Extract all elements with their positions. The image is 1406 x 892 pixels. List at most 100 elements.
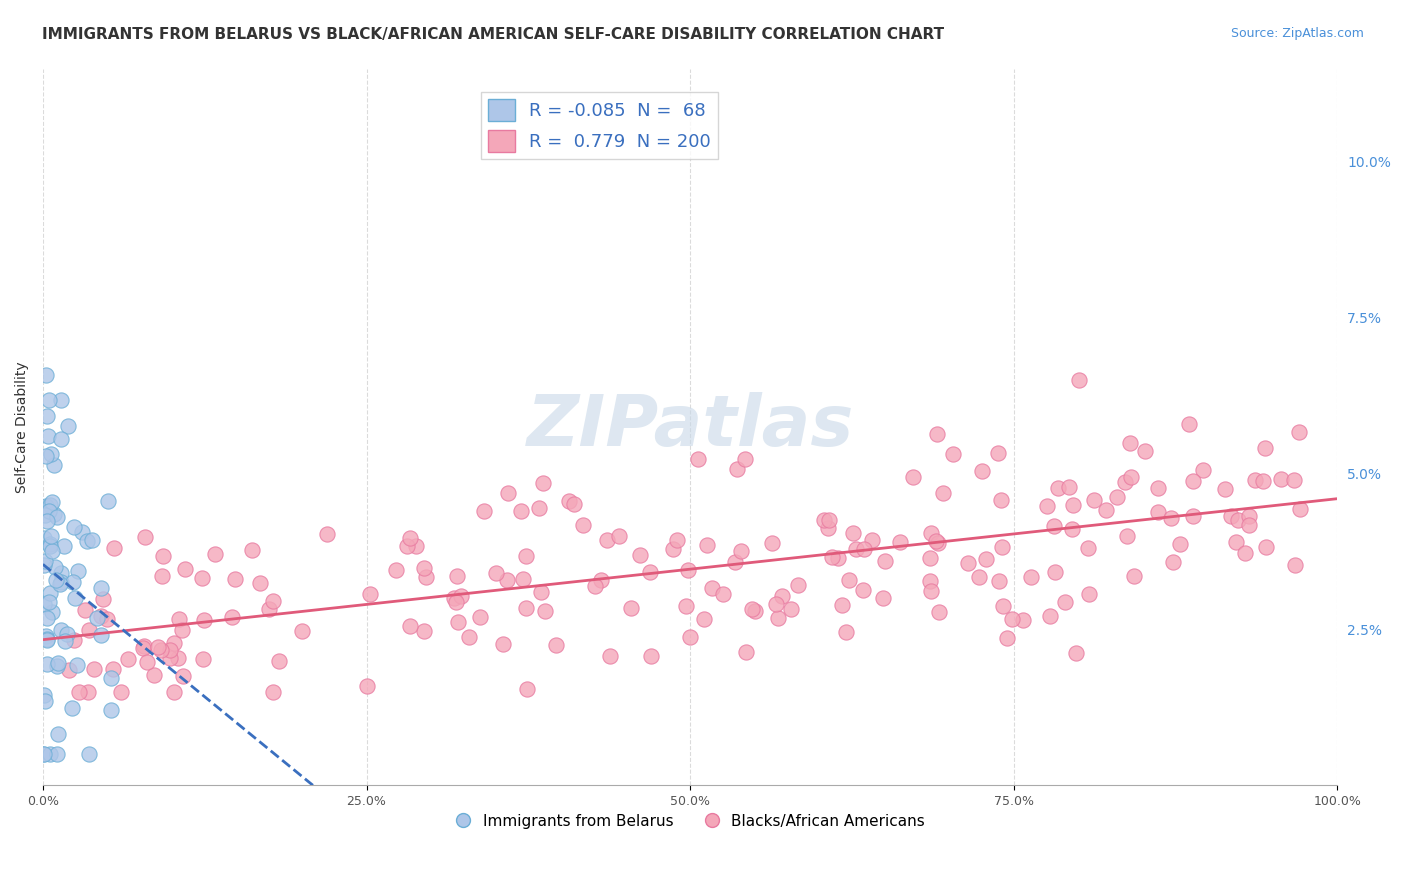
Point: [37, 514, 59, 528]
Point: [450, 589, 472, 603]
Point: [920, 584, 942, 599]
Point: [224, 572, 246, 586]
Point: [918, 574, 941, 589]
Point: [45, 747, 67, 761]
Point: [1062, 522, 1084, 536]
Point: [515, 601, 537, 615]
Point: [35, 632, 58, 647]
Point: [35, 499, 58, 513]
Point: [1133, 444, 1156, 458]
Point: [159, 651, 181, 665]
Point: [472, 504, 495, 518]
Point: [150, 643, 173, 657]
Point: [942, 447, 965, 461]
Y-axis label: Self-Care Disability: Self-Care Disability: [15, 361, 30, 492]
Point: [724, 556, 747, 570]
Point: [1282, 473, 1305, 487]
Point: [997, 631, 1019, 645]
Point: [49, 566, 72, 580]
Point: [529, 500, 551, 515]
Point: [32, 747, 55, 761]
Point: [385, 563, 408, 577]
Point: [76, 684, 98, 698]
Point: [1251, 475, 1274, 489]
Point: [1239, 518, 1261, 533]
Point: [62, 574, 84, 589]
Point: [53, 539, 76, 553]
Point: [86, 611, 108, 625]
Point: [38, 504, 60, 518]
Point: [262, 594, 284, 608]
Point: [741, 602, 763, 616]
Point: [53, 634, 76, 648]
Point: [76, 534, 98, 549]
Point: [83, 662, 105, 676]
Point: [291, 624, 314, 638]
Legend: Immigrants from Belarus, Blacks/African Americans: Immigrants from Belarus, Blacks/African …: [449, 807, 931, 835]
Point: [852, 541, 875, 556]
Point: [41, 528, 63, 542]
Point: [510, 504, 533, 518]
Point: [134, 531, 156, 545]
Point: [1178, 417, 1201, 431]
Point: [956, 556, 979, 570]
Point: [143, 667, 166, 681]
Point: [927, 535, 949, 549]
Point: [558, 494, 581, 508]
Point: [45, 574, 67, 588]
Point: [150, 569, 173, 583]
Point: [399, 619, 422, 633]
Point: [485, 566, 508, 580]
Point: [132, 641, 155, 656]
Point: [35, 611, 58, 625]
Point: [665, 533, 688, 547]
Point: [686, 451, 709, 466]
Point: [851, 582, 873, 597]
Point: [889, 534, 911, 549]
Point: [457, 630, 479, 644]
Point: [267, 654, 290, 668]
Point: [90, 628, 112, 642]
Point: [744, 604, 766, 618]
Point: [831, 598, 853, 612]
Point: [786, 578, 808, 592]
Point: [845, 541, 868, 556]
Point: [190, 571, 212, 585]
Point: [496, 486, 519, 500]
Point: [1062, 498, 1084, 512]
Point: [41, 605, 63, 619]
Point: [413, 560, 436, 574]
Point: [991, 540, 1014, 554]
Point: [41, 544, 63, 558]
Point: [931, 485, 953, 500]
Point: [103, 541, 125, 555]
Point: [725, 462, 748, 476]
Point: [1253, 441, 1275, 455]
Point: [546, 638, 568, 652]
Point: [172, 669, 194, 683]
Point: [470, 610, 492, 624]
Point: [38, 498, 60, 512]
Point: [166, 650, 188, 665]
Point: [1270, 472, 1292, 486]
Point: [38, 392, 60, 407]
Point: [1220, 508, 1243, 523]
Point: [531, 476, 554, 491]
Point: [696, 538, 718, 552]
Point: [1094, 503, 1116, 517]
Point: [967, 570, 990, 584]
Point: [662, 542, 685, 557]
Point: [63, 632, 86, 647]
Point: [765, 597, 787, 611]
Text: Source: ZipAtlas.com: Source: ZipAtlas.com: [1230, 27, 1364, 40]
Point: [152, 549, 174, 563]
Point: [163, 636, 186, 650]
Point: [1213, 482, 1236, 496]
Point: [842, 526, 865, 541]
Point: [396, 539, 419, 553]
Point: [35, 409, 58, 423]
Point: [37, 632, 59, 647]
Point: [96, 612, 118, 626]
Point: [38, 747, 60, 761]
Point: [1160, 511, 1182, 525]
